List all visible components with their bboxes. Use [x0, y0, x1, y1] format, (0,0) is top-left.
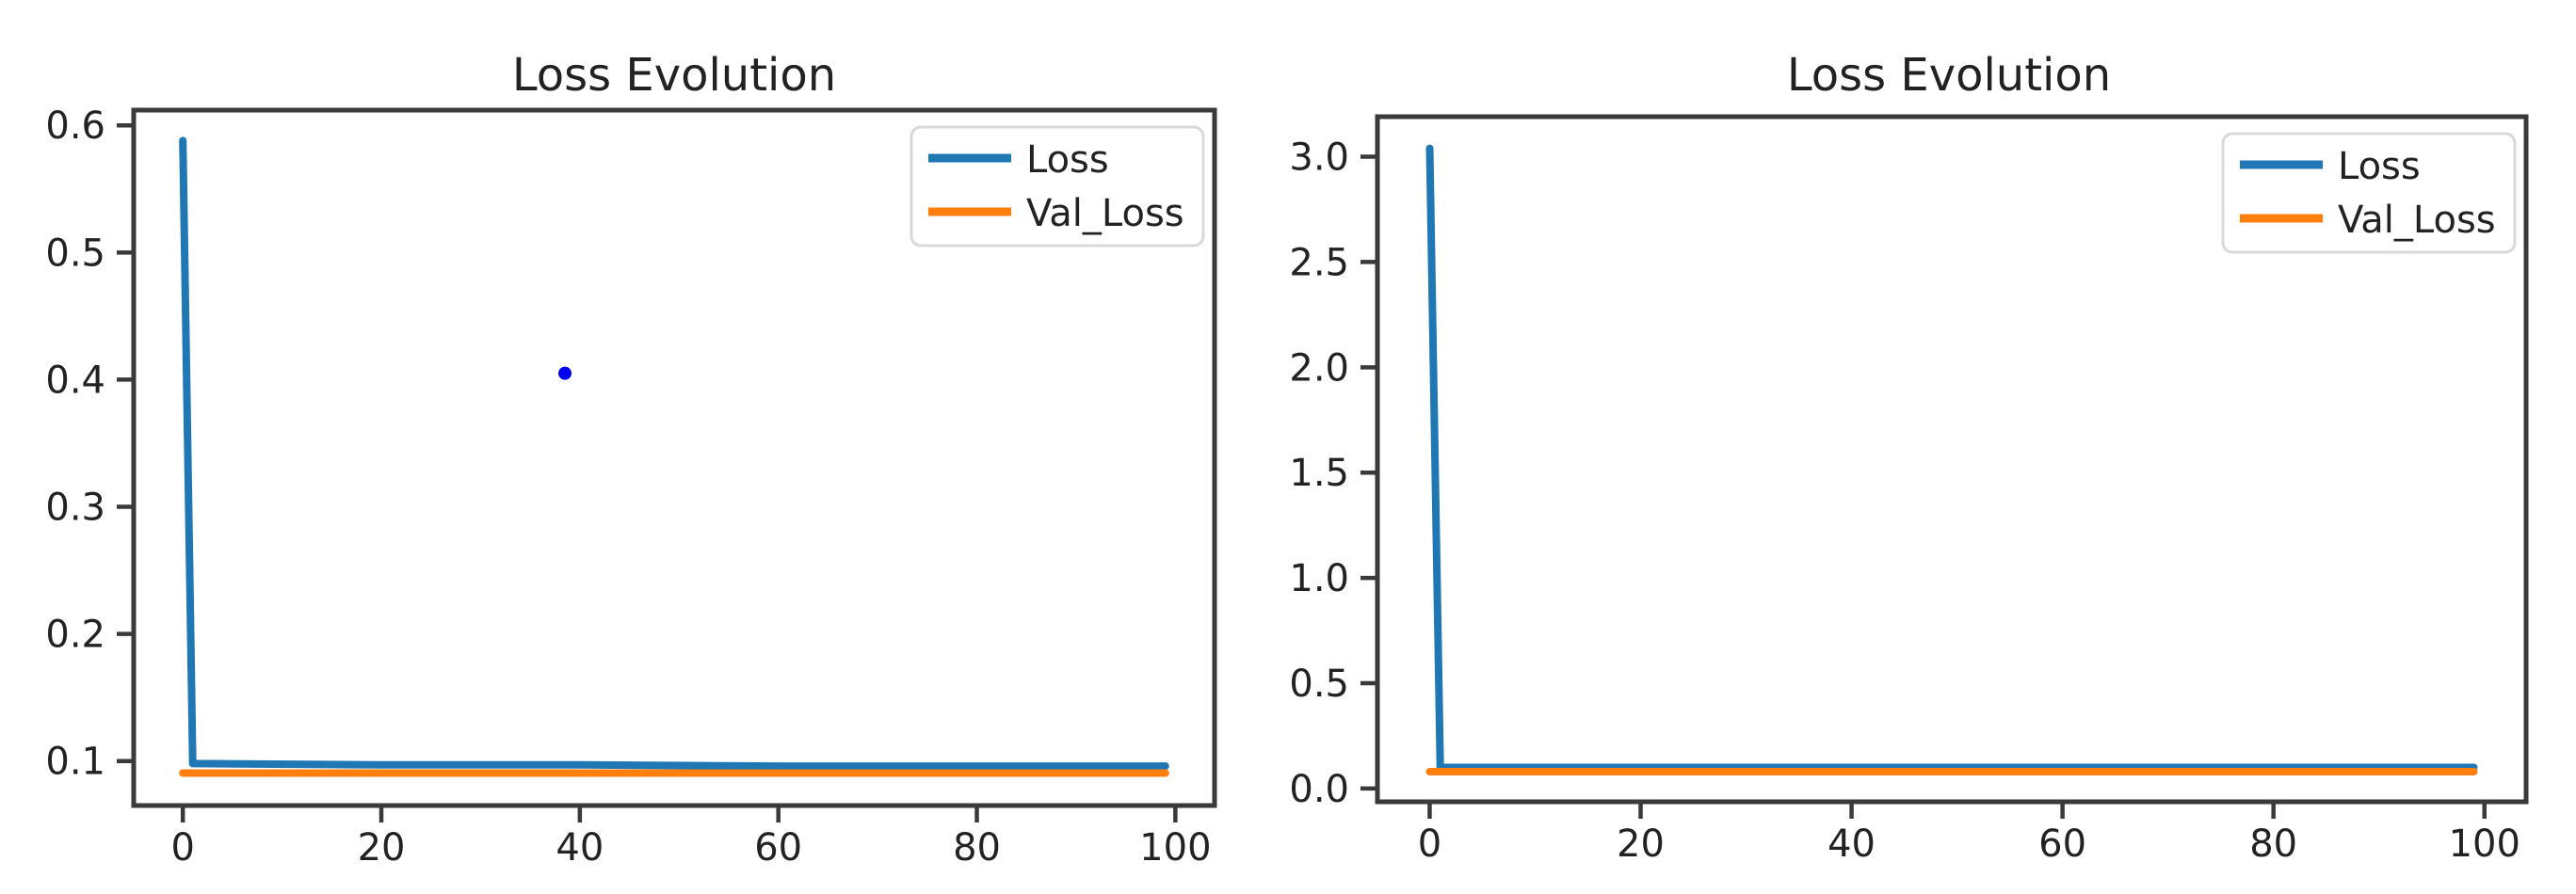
x-tick-label: 20 — [358, 826, 406, 870]
x-tick-label: 40 — [555, 826, 604, 870]
x-tick-label: 0 — [170, 826, 194, 870]
y-tick-label: 0.4 — [45, 359, 105, 402]
loss-chart-left-canvas: Loss Evolution 0 20 40 60 80 1000.10.20.30.40… — [45, 49, 1217, 870]
x-tick-label: 40 — [1827, 822, 1876, 866]
x-tick-label: 100 — [1139, 826, 1211, 870]
y-tick-label: 0.1 — [45, 741, 105, 784]
x-tick-label: 20 — [1617, 822, 1665, 866]
y-tick-label: 0.5 — [45, 231, 105, 275]
plot-border — [131, 107, 1217, 808]
chart-title: Loss Evolution — [512, 49, 836, 102]
series-line-loss — [1425, 144, 2478, 772]
y-tick-label: 3.0 — [1289, 136, 1349, 180]
x-tick-label: 80 — [953, 826, 1001, 870]
loss-chart-left: Loss Evolution 0 20 40 60 80 100 0.1 0.2 0.3 0.4 0… — [45, 49, 1217, 870]
plot-area: 0 20 40 60 80 100 0.0 0.5 1.0 1.5 2.0 2.5 3.0 Loss Val… — [1289, 114, 2529, 866]
y-tick-label: 2.0 — [1289, 346, 1349, 390]
series-line-loss — [179, 136, 1169, 771]
loss-chart-right: Loss Evolution 0 20 40 60 80 100 0.0 0.5 1.0 1.5 2… — [1288, 0, 2576, 894]
y-tick-label: 0.5 — [1289, 663, 1349, 706]
x-tick-label: 100 — [2449, 822, 2520, 866]
y-tick-label: 1.0 — [1289, 557, 1349, 600]
stray-point-marker — [558, 366, 572, 380]
legend-label-val_loss: Val_Loss — [2338, 199, 2496, 242]
legend-label-loss: Loss — [1026, 138, 1109, 182]
plot-border — [1375, 114, 2529, 805]
x-tick-label: 0 — [1418, 822, 1441, 866]
chart-title: Loss Evolution — [1787, 49, 2111, 102]
x-tick-label: 80 — [2249, 822, 2297, 866]
y-tick-label: 2.5 — [1289, 241, 1349, 284]
y-tick-label: 0.2 — [45, 614, 105, 657]
x-tick-label: 60 — [2038, 822, 2086, 866]
legend-label-loss: Loss — [2338, 145, 2421, 188]
legend: Loss Val_Loss — [910, 125, 1205, 247]
y-tick-label: 0.6 — [45, 104, 105, 148]
y-tick-label: 0.0 — [1289, 768, 1349, 811]
x-tick-label: 60 — [754, 826, 802, 870]
plot-area: 0 20 40 60 80 100 0.1 0.2 0.3 0.4 0.5 0.6 Loss Val_Lo… — [45, 104, 1217, 870]
loss-chart-right-canvas: Loss Evolution 0 20 40 60 80 100 0.0 0.5 1.0 1.5 2… — [1289, 49, 2529, 866]
legend-label-val_loss: Val_Loss — [1026, 192, 1184, 235]
y-tick-label: 0.3 — [45, 487, 105, 530]
legend: Loss Val_Loss — [2221, 132, 2517, 254]
y-tick-label: 1.5 — [1289, 452, 1349, 495]
